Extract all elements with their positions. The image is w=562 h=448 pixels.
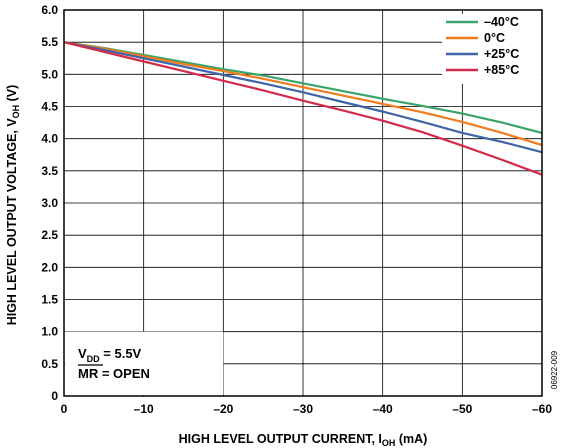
x-tick-label: 0 — [61, 402, 68, 416]
legend-box — [442, 14, 541, 84]
series-lines — [63, 41, 543, 176]
y-tick-label: 2.5 — [41, 228, 58, 242]
series-line-0 — [63, 41, 543, 134]
x-tick-labels: 0 –10 –20 –30 –40 –50 –60 — [61, 402, 553, 416]
y-tick-label: 1.0 — [41, 325, 58, 339]
y-tick-label: 3.0 — [41, 196, 58, 210]
legend-label-0: –40°C — [484, 15, 519, 29]
y-tick-label: 5.0 — [41, 67, 58, 81]
y-tick-label: 4.0 — [41, 132, 58, 146]
y-tick-label: 6.0 — [41, 3, 58, 17]
y-tick-label: 2.0 — [41, 260, 58, 274]
legend-label-2: +25°C — [484, 47, 519, 61]
legend-label-3: +85°C — [484, 63, 519, 77]
grid — [64, 10, 542, 396]
y-tick-label: 4.5 — [41, 100, 58, 114]
x-tick-label: –20 — [213, 402, 233, 416]
y-tick-label: 3.5 — [41, 164, 58, 178]
y-tick-label: 5.5 — [41, 35, 58, 49]
y-tick-labels: 0 0.5 1.0 1.5 2.0 2.5 3.0 3.5 4.0 4.5 5.0 5.5 6.0 — [41, 3, 58, 403]
series-line-1 — [63, 41, 543, 147]
x-tick-label: –10 — [134, 402, 154, 416]
y-axis-title: HIGH LEVEL OUTPUT VOLTAGE, VOH (V) — [5, 85, 21, 326]
y-tick-label: 0 — [51, 389, 58, 403]
y-tick-label: 0.5 — [41, 357, 58, 371]
x-tick-label: –30 — [293, 402, 313, 416]
series-line-3 — [63, 41, 543, 176]
annotation-vdd: VDD = 5.5V — [78, 346, 142, 364]
plot-frame — [63, 9, 543, 397]
annotation-box: VDD = 5.5V MR = OPEN — [65, 331, 224, 395]
x-axis-title: HIGH LEVEL OUTPUT CURRENT, IOH (mA) — [179, 432, 428, 448]
figure-id: 06922-009 — [550, 350, 559, 389]
x-tick-label: –50 — [452, 402, 472, 416]
legend-label-1: 0°C — [484, 31, 505, 45]
x-tick-label: –60 — [532, 402, 552, 416]
x-tick-label: –40 — [373, 402, 393, 416]
annotation-mr: MR = OPEN — [78, 366, 150, 381]
legend: –40°C 0°C +25°C +85°C — [442, 14, 541, 84]
y-tick-label: 1.5 — [41, 293, 58, 307]
series-line-2 — [63, 41, 543, 154]
annotation-background — [65, 331, 224, 395]
